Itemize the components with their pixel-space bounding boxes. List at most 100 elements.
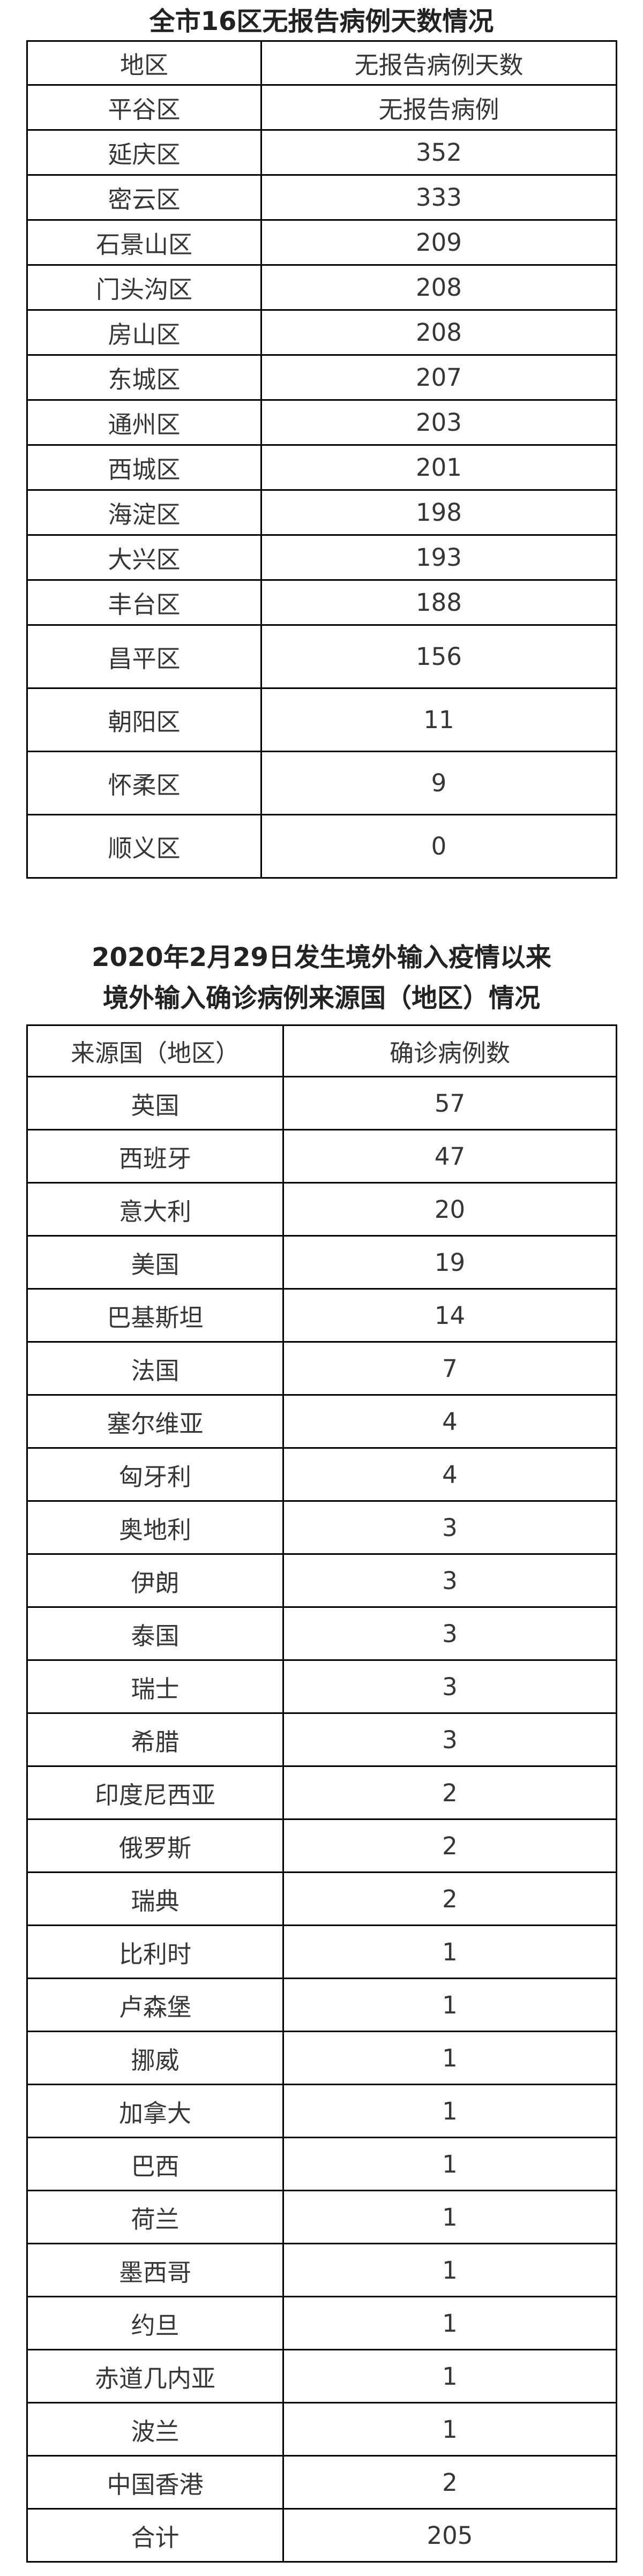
cases-cell: 1 [284, 2297, 617, 2350]
cases-cell: 4 [284, 1396, 617, 1449]
table-row: 荷兰 1 [28, 2191, 617, 2244]
days-cell: 0 [262, 815, 617, 879]
table-header-row: 地区 无报告病例天数 [28, 42, 617, 86]
table-header-row: 来源国（地区） 确诊病例数 [28, 1026, 617, 1077]
column-header-origin: 来源国（地区） [28, 1026, 284, 1077]
column-header-days: 无报告病例天数 [262, 42, 617, 86]
origin-cell: 瑞典 [28, 1873, 284, 1926]
table-row: 赤道几内亚 1 [28, 2350, 617, 2403]
cases-cell: 3 [284, 1555, 617, 1608]
origin-cell: 意大利 [28, 1184, 284, 1237]
region-cell: 石景山区 [28, 221, 262, 266]
table-row: 丰台区 188 [28, 581, 617, 626]
table-row: 海淀区 198 [28, 491, 617, 536]
table-row: 昌平区 156 [28, 626, 617, 689]
district-no-case-days-table: 地区 无报告病例天数 平谷区 无报告病例 延庆区 352 密云区 333 石景山区 209… [26, 40, 617, 879]
origin-cell: 法国 [28, 1343, 284, 1396]
origin-cell: 塞尔维亚 [28, 1396, 284, 1449]
cases-cell: 14 [284, 1290, 617, 1343]
origin-cell: 荷兰 [28, 2191, 284, 2244]
table-row: 西班牙 47 [28, 1130, 617, 1184]
origin-cell: 合计 [28, 2510, 284, 2563]
table-row: 塞尔维亚 4 [28, 1396, 617, 1449]
region-cell: 西城区 [28, 446, 262, 491]
table-row: 门头沟区 208 [28, 266, 617, 311]
table-row: 泰国 3 [28, 1608, 617, 1661]
table-row: 中国香港 2 [28, 2457, 617, 2510]
origin-cell: 匈牙利 [28, 1449, 284, 1502]
days-cell: 无报告病例 [262, 86, 617, 131]
cases-cell: 47 [284, 1130, 617, 1184]
origin-cell: 巴基斯坦 [28, 1290, 284, 1343]
imported-cases-origin-table: 来源国（地区） 确诊病例数 英国 57 西班牙 47 意大利 20 美国 19 巴基斯坦 1… [26, 1024, 617, 2563]
region-cell: 朝阳区 [28, 689, 262, 752]
table-row: 西城区 201 [28, 446, 617, 491]
days-cell: 188 [262, 581, 617, 626]
table-row: 合计 205 [28, 2510, 617, 2563]
table-row: 石景山区 209 [28, 221, 617, 266]
origin-cell: 伊朗 [28, 1555, 284, 1608]
origin-cell: 奥地利 [28, 1502, 284, 1555]
table-row: 顺义区 0 [28, 815, 617, 879]
origin-cell: 墨西哥 [28, 2244, 284, 2297]
table-row: 密云区 333 [28, 176, 617, 221]
cases-cell: 205 [284, 2510, 617, 2563]
days-cell: 156 [262, 626, 617, 689]
days-cell: 201 [262, 446, 617, 491]
origin-cell: 俄罗斯 [28, 1820, 284, 1873]
table-row: 美国 19 [28, 1237, 617, 1290]
origin-cell: 巴西 [28, 2138, 284, 2191]
cases-cell: 1 [284, 2085, 617, 2138]
cases-cell: 20 [284, 1184, 617, 1237]
table-row: 通州区 203 [28, 401, 617, 446]
table1-title: 全市16区无报告病例天数情况 [149, 6, 494, 36]
cases-cell: 1 [284, 2138, 617, 2191]
table-row: 加拿大 1 [28, 2085, 617, 2138]
region-cell: 丰台区 [28, 581, 262, 626]
table-row: 印度尼西亚 2 [28, 1767, 617, 1820]
table-row: 俄罗斯 2 [28, 1820, 617, 1873]
days-cell: 208 [262, 311, 617, 356]
days-cell: 198 [262, 491, 617, 536]
days-cell: 193 [262, 536, 617, 581]
origin-cell: 卢森堡 [28, 1979, 284, 2032]
days-cell: 203 [262, 401, 617, 446]
table-row: 匈牙利 4 [28, 1449, 617, 1502]
table-row: 墨西哥 1 [28, 2244, 617, 2297]
region-cell: 门头沟区 [28, 266, 262, 311]
region-cell: 通州区 [28, 401, 262, 446]
table-row: 伊朗 3 [28, 1555, 617, 1608]
table-row: 朝阳区 11 [28, 689, 617, 752]
table-row: 巴西 1 [28, 2138, 617, 2191]
region-cell: 房山区 [28, 311, 262, 356]
region-cell: 密云区 [28, 176, 262, 221]
days-cell: 209 [262, 221, 617, 266]
cases-cell: 1 [284, 2032, 617, 2085]
cases-cell: 1 [284, 2403, 617, 2457]
cases-cell: 2 [284, 1820, 617, 1873]
column-header-region: 地区 [28, 42, 262, 86]
table-row: 平谷区 无报告病例 [28, 86, 617, 131]
cases-cell: 19 [284, 1237, 617, 1290]
table2-title-line2: 境外输入确诊病例来源国（地区）情况 [102, 983, 540, 1013]
origin-cell: 赤道几内亚 [28, 2350, 284, 2403]
origin-cell: 泰国 [28, 1608, 284, 1661]
table-row: 瑞士 3 [28, 1661, 617, 1714]
table-row: 房山区 208 [28, 311, 617, 356]
table-row: 卢森堡 1 [28, 1979, 617, 2032]
cases-cell: 2 [284, 2457, 617, 2510]
region-cell: 顺义区 [28, 815, 262, 879]
table-row: 约旦 1 [28, 2297, 617, 2350]
table-row: 瑞典 2 [28, 1873, 617, 1926]
cases-cell: 3 [284, 1608, 617, 1661]
region-cell: 延庆区 [28, 131, 262, 176]
table2-title: 2020年2月29日发生境外输入疫情以来 境外输入确诊病例来源国（地区）情况 [0, 937, 643, 1019]
cases-cell: 4 [284, 1449, 617, 1502]
table-row: 希腊 3 [28, 1714, 617, 1767]
days-cell: 352 [262, 131, 617, 176]
table-row: 挪威 1 [28, 2032, 617, 2085]
region-cell: 昌平区 [28, 626, 262, 689]
days-cell: 333 [262, 176, 617, 221]
cases-cell: 1 [284, 2191, 617, 2244]
cases-cell: 1 [284, 1979, 617, 2032]
